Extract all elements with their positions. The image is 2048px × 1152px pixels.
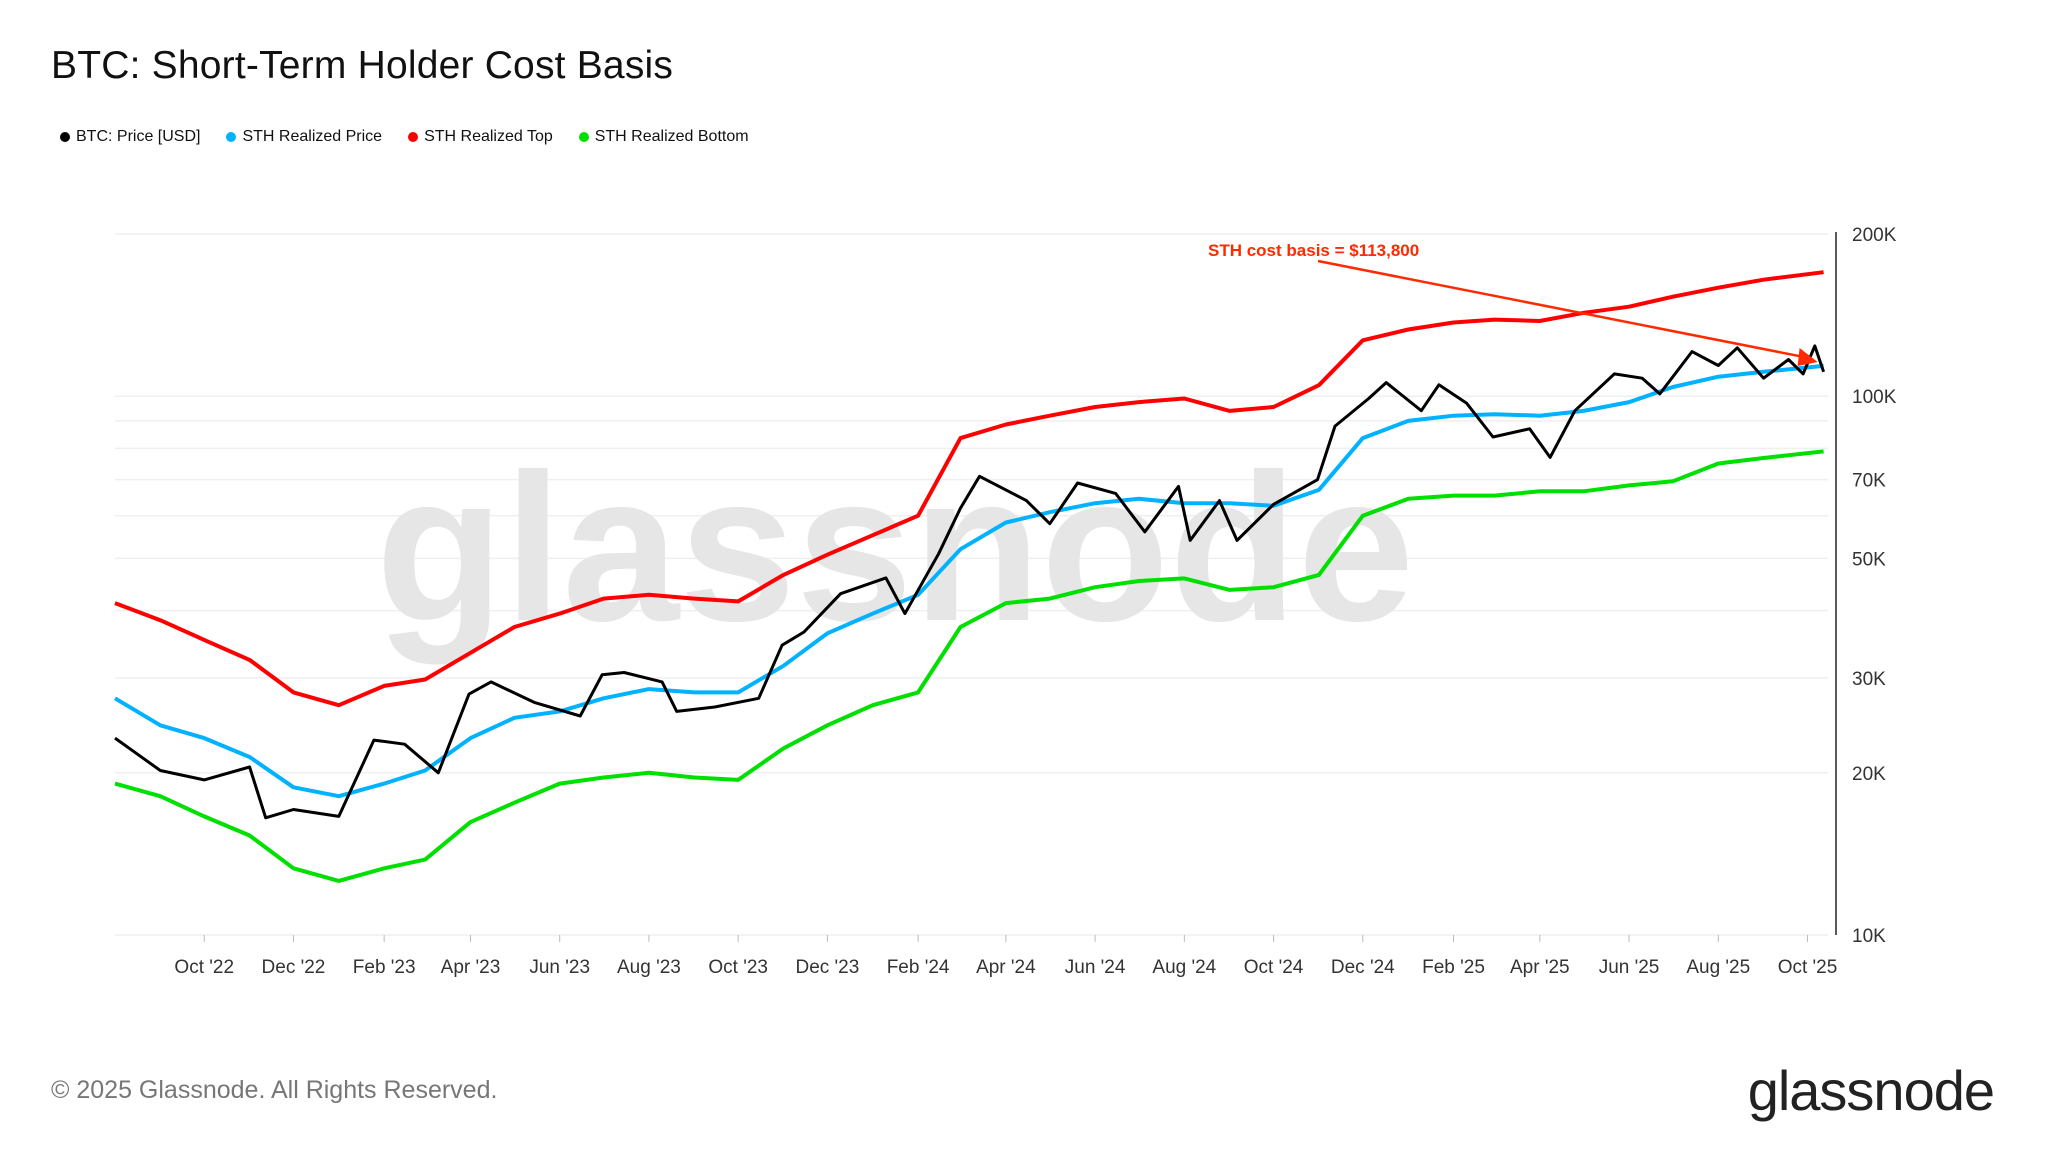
legend-item-sth-realized-price[interactable]: STH Realized Price (226, 128, 382, 146)
y-tick-label: 100K (1852, 387, 1897, 408)
x-tick-label: Feb '25 (1422, 957, 1485, 978)
x-tick-label: Oct '22 (174, 957, 234, 978)
x-tick-label: Oct '24 (1244, 957, 1304, 978)
legend-item-sth-realized-top[interactable]: STH Realized Top (408, 128, 553, 146)
legend-item-price[interactable]: BTC: Price [USD] (60, 128, 200, 146)
x-tick-label: Jun '24 (1065, 957, 1126, 978)
annotation-arrow (1317, 259, 1804, 359)
copyright-text: © 2025 Glassnode. All Rights Reserved. (51, 1076, 498, 1104)
legend-dot (408, 132, 419, 142)
glassnode-logo: glassnode (1747, 1059, 1995, 1122)
annotation-label: STH cost basis = $113,800 (1208, 241, 1419, 260)
legend-label: STH Realized Top (424, 128, 553, 145)
x-tick-label: Jun '25 (1599, 957, 1660, 978)
y-tick-label: 200K (1852, 225, 1897, 246)
x-tick-label: Aug '24 (1152, 957, 1216, 978)
y-tick-label: 10K (1852, 926, 1886, 947)
series-line-sth-realized-price (113, 363, 1824, 799)
y-tick-label: 20K (1852, 764, 1886, 785)
x-tick-label: Oct '25 (1778, 957, 1838, 978)
y-tick-label: 30K (1852, 669, 1886, 690)
chart-title: BTC: Short-Term Holder Cost Basis (51, 44, 674, 87)
x-tick-label: Dec '24 (1331, 957, 1395, 978)
x-tick-label: Apr '24 (976, 957, 1036, 978)
legend-dot (578, 132, 589, 142)
watermark-logo: glassnode (376, 430, 1415, 665)
annotation-arrowhead (1797, 347, 1818, 366)
legend: BTC: Price [USD] STH Realized Price STH … (60, 128, 749, 146)
legend-dot (226, 132, 237, 142)
x-tick-label: Aug '23 (617, 957, 681, 978)
series-line-btc-price-usd- (114, 344, 1826, 820)
legend-item-sth-realized-bottom[interactable]: STH Realized Bottom (578, 128, 749, 146)
x-tick-label: Jun '23 (529, 957, 590, 978)
legend-label: STH Realized Price (242, 128, 383, 145)
x-tick-label: Feb '24 (887, 957, 950, 978)
x-tick-label: Oct '23 (708, 957, 768, 978)
legend-dot (60, 132, 70, 142)
legend-label: BTC: Price [USD] (76, 128, 201, 145)
y-tick-label: 50K (1852, 549, 1886, 570)
y-tick-label: 70K (1852, 471, 1886, 492)
x-tick-label: Apr '23 (441, 957, 501, 978)
x-tick-label: Feb '23 (353, 957, 416, 978)
series-line-sth-realized-bottom (114, 449, 1824, 883)
x-tick-label: Dec '23 (795, 957, 859, 978)
x-tick-label: Dec '22 (262, 957, 326, 978)
x-tick-label: Apr '25 (1510, 957, 1570, 978)
series-line-sth-realized-top (114, 270, 1824, 708)
x-tick-label: Aug '25 (1686, 957, 1750, 978)
legend-label: STH Realized Bottom (594, 128, 749, 145)
